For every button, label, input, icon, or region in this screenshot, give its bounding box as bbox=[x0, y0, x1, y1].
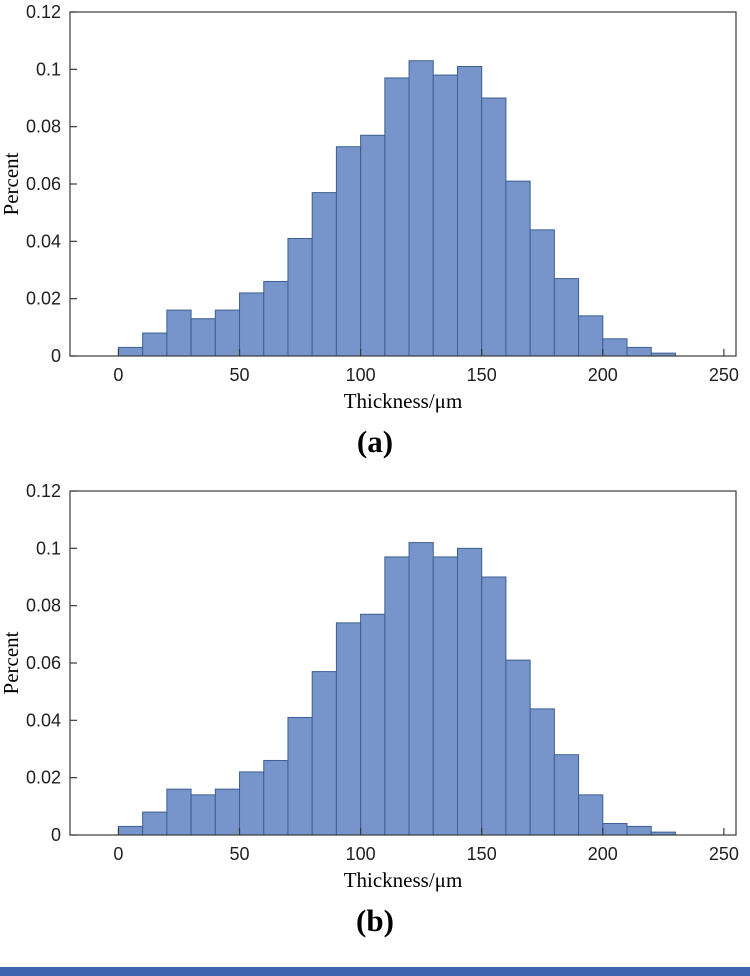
histogram-bar bbox=[214, 788, 241, 836]
y-tick-label: 0 bbox=[51, 346, 61, 366]
histogram-bar bbox=[335, 622, 362, 836]
histogram-bar bbox=[263, 280, 289, 357]
y-tick-label: 0.08 bbox=[26, 596, 61, 616]
histogram-bar bbox=[578, 794, 604, 836]
y-tick-label: 0.06 bbox=[26, 653, 61, 673]
histogram-bar bbox=[529, 229, 555, 357]
x-tick-label: 50 bbox=[230, 365, 250, 385]
x-tick-label: 150 bbox=[467, 365, 497, 385]
histogram-bar bbox=[602, 338, 628, 357]
y-tick-label: 0.04 bbox=[26, 231, 61, 251]
x-tick-label: 100 bbox=[346, 365, 376, 385]
histogram-bar bbox=[553, 754, 580, 836]
histogram-bar bbox=[263, 760, 289, 836]
histogram-bar bbox=[602, 823, 628, 836]
x-tick-label: 200 bbox=[588, 844, 618, 864]
histogram-bar bbox=[626, 825, 652, 836]
histogram-bar bbox=[360, 613, 386, 836]
histogram-bar bbox=[166, 309, 192, 357]
histogram-bar bbox=[456, 65, 483, 357]
histogram-bar bbox=[311, 671, 337, 836]
y-tick-label: 0.1 bbox=[36, 59, 61, 79]
subfigure-caption-b: (b) bbox=[356, 903, 394, 939]
histogram-bar bbox=[287, 237, 313, 357]
histogram-bar bbox=[239, 771, 265, 836]
subfigure-caption-a: (a) bbox=[356, 424, 394, 459]
histogram-svg: Percent Thickness/μm 0 50 100 150 200 250 0 0.0… bbox=[0, 481, 739, 892]
histogram-bar bbox=[117, 346, 144, 357]
histogram-bar bbox=[481, 576, 507, 836]
x-axis-label: Thickness/μm bbox=[344, 389, 463, 413]
y-tick-label: 0.12 bbox=[26, 483, 61, 501]
x-tick-label: 100 bbox=[346, 844, 376, 864]
x-tick-label: 200 bbox=[588, 365, 618, 385]
histogram-bar bbox=[505, 180, 531, 357]
histogram-bar bbox=[214, 309, 241, 357]
histogram-bar bbox=[239, 292, 265, 357]
x-tick-label: 250 bbox=[709, 844, 739, 864]
histogram-bar bbox=[335, 146, 362, 357]
histogram-bar bbox=[432, 556, 458, 836]
figure-b: Percent Thickness/μm 0 50 100 150 200 250 0 0.0… bbox=[0, 481, 750, 939]
x-tick-label: 0 bbox=[113, 365, 123, 385]
histogram-bar bbox=[142, 811, 168, 836]
x-tick-label: 50 bbox=[230, 844, 250, 864]
histogram-bar bbox=[190, 794, 216, 836]
histogram-bar bbox=[287, 717, 313, 836]
figure-a: Percent Thickness/μm 0 50 100 150 200 250 0 0.0… bbox=[0, 2, 750, 459]
y-tick-label: 0.06 bbox=[26, 174, 61, 194]
histogram-bar bbox=[384, 77, 410, 357]
histogram-bar bbox=[311, 192, 337, 357]
histogram-bar bbox=[553, 278, 580, 357]
y-tick-label: 0.04 bbox=[26, 710, 61, 730]
y-tick-label: 0.02 bbox=[26, 289, 61, 309]
histogram-bar bbox=[481, 97, 507, 357]
histogram-bar bbox=[360, 134, 386, 357]
histogram-bar bbox=[166, 788, 192, 836]
histogram-bar bbox=[529, 708, 555, 836]
histogram-svg: Percent Thickness/μm 0 50 100 150 200 250 0 0.0… bbox=[0, 2, 739, 413]
y-tick-label: 0.02 bbox=[26, 768, 61, 788]
x-tick-label: 250 bbox=[709, 365, 739, 385]
y-tick-label: 0.1 bbox=[36, 538, 61, 558]
x-axis-label: Thickness/μm bbox=[344, 868, 463, 892]
x-tick-label: 0 bbox=[113, 844, 123, 864]
y-tick-label: 0.08 bbox=[26, 117, 61, 137]
histogram-bar bbox=[626, 346, 652, 357]
histogram-bar bbox=[142, 332, 168, 357]
y-axis-label: Percent bbox=[0, 631, 23, 694]
y-tick-label: 0 bbox=[51, 825, 61, 845]
histogram-bar bbox=[190, 318, 216, 357]
y-axis-label: Percent bbox=[0, 152, 23, 215]
histogram-bar bbox=[578, 315, 604, 357]
histogram-bar bbox=[505, 659, 531, 836]
histogram-bar bbox=[432, 74, 458, 357]
x-tick-label: 150 bbox=[467, 844, 497, 864]
histogram-bar bbox=[408, 60, 434, 357]
y-tick-label: 0.12 bbox=[26, 4, 61, 22]
histogram-bar bbox=[117, 825, 144, 836]
histogram-bar bbox=[384, 556, 410, 836]
bottom-blue-strip bbox=[0, 967, 750, 976]
histogram-bar bbox=[456, 547, 483, 836]
histogram-bar bbox=[408, 542, 434, 836]
